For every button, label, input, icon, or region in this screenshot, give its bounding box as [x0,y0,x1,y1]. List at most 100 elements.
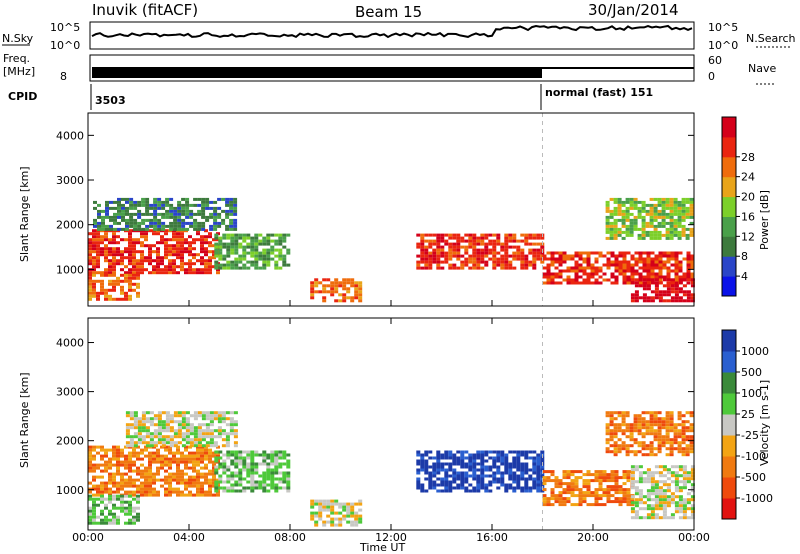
velocity-cell [88,466,92,470]
velocity-cell [436,471,441,475]
velocity-colorbar-segment [722,456,736,478]
velocity-cell [690,486,695,490]
velocity-cell [432,465,437,469]
power-cell [117,215,121,219]
velocity-cell [358,514,363,518]
velocity-cell [184,463,188,467]
power-cell [520,260,525,264]
power-cell [169,215,174,219]
power-cell [100,235,104,239]
velocity-cell [108,478,112,482]
velocity-cell [590,479,595,483]
velocity-cell [594,470,599,474]
power-heatmap [88,113,695,306]
power-cell [176,232,180,236]
power-cell [229,206,234,210]
power-cell [677,233,682,237]
velocity-cell [638,480,643,484]
power-cell [104,253,108,257]
velocity-cell [212,451,216,455]
velocity-cell [678,465,683,469]
power-cell [590,263,595,267]
velocity-cell [420,456,425,460]
nsearch-tick-low: 10^0 [708,39,738,52]
velocity-cell [208,481,212,485]
power-cell [136,282,140,286]
velocity-cell [622,473,627,477]
power-cell [104,268,108,272]
velocity-cell [630,483,635,487]
velocity-cell [574,476,579,480]
power-cell [180,247,184,251]
velocity-cell [625,411,630,415]
velocity-cell [436,453,441,457]
power-cell [180,262,184,266]
power-cell [613,227,618,231]
power-cell [334,281,339,285]
velocity-cell [681,453,686,457]
velocity-cell [177,414,182,418]
power-cell [209,212,214,216]
velocity-cell [262,489,267,493]
power-cell [145,197,150,201]
velocity-cell [100,445,104,449]
velocity-cell [137,435,142,439]
velocity-cell [208,478,212,482]
velocity-cell [318,499,323,503]
velocity-cell [586,485,591,489]
velocity-cell [682,474,687,478]
power-cell [650,260,655,264]
power-cell [634,263,639,267]
velocity-cell [690,468,695,472]
power-cell [358,299,363,303]
velocity-cell [524,489,529,493]
power-cell [217,215,222,219]
velocity-cell [653,453,658,457]
velocity-cell [144,475,148,479]
power-cell [645,209,650,213]
power-cell [137,221,142,225]
velocity-cell [132,497,136,501]
velocity-cell [213,417,218,421]
power-cell [657,209,662,213]
power-cell [145,206,150,210]
velocity-y-tick-label: 2000 [56,435,84,448]
velocity-cell [189,414,194,418]
velocity-cell [133,423,138,427]
velocity-cell [488,489,493,493]
power-cell [638,266,643,270]
power-cell [149,206,154,210]
velocity-cell [416,453,421,457]
velocity-cell [112,512,116,516]
velocity-cell [646,471,651,475]
power-cell [282,233,287,237]
power-cell [140,259,144,263]
velocity-cell [250,462,255,466]
power-cell [626,278,631,282]
power-cell [149,218,154,222]
power-cell [141,221,146,225]
power-cell [168,250,172,254]
power-cell [594,281,599,285]
power-cell [96,271,100,275]
power-cell [120,268,124,272]
power-cell [104,235,108,239]
velocity-cell [617,426,622,430]
velocity-cell [214,465,219,469]
velocity-cell [625,426,630,430]
velocity-cell [196,457,200,461]
velocity-cell [598,470,603,474]
velocity-cell [657,423,662,427]
power-cell [128,271,132,275]
power-cell [456,236,461,240]
power-cell [132,271,136,275]
velocity-cell [609,438,614,442]
velocity-cell [209,435,214,439]
power-cell [678,287,683,291]
power-cell [609,215,614,219]
power-cell [209,206,214,210]
velocity-cell [650,516,655,520]
power-cell [234,233,239,237]
velocity-cell [196,493,200,497]
